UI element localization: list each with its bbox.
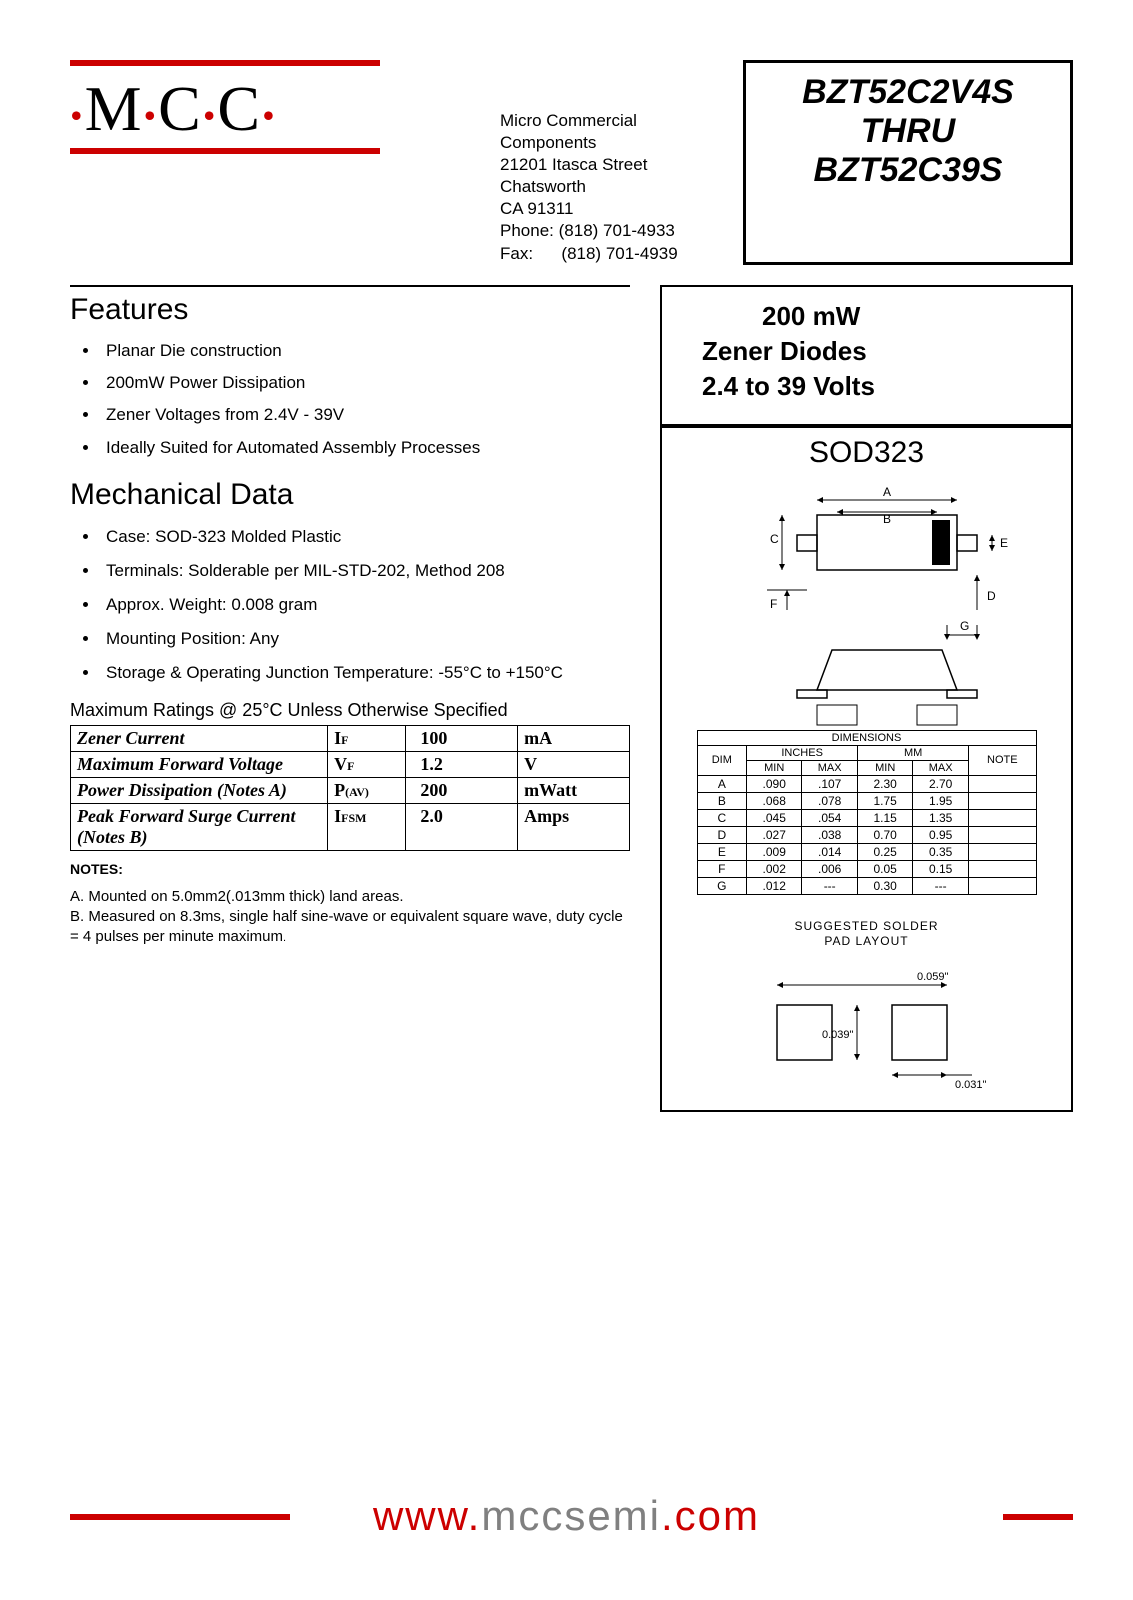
mech-item: Storage & Operating Junction Temperature… xyxy=(100,656,630,690)
mechdata-list: Case: SOD-323 Molded Plastic Terminals: … xyxy=(70,520,630,690)
mech-item: Mounting Position: Any xyxy=(100,622,630,656)
mech-item: Case: SOD-323 Molded Plastic xyxy=(100,520,630,554)
phone-label: Phone: xyxy=(500,221,554,240)
table-row: Peak Forward Surge Current (Notes B) IFS… xyxy=(71,803,630,850)
feature-item: Planar Die construction xyxy=(100,335,630,367)
svg-text:B: B xyxy=(882,512,890,526)
partnum-1: BZT52C2V4S xyxy=(762,73,1054,112)
feature-item: 200mW Power Dissipation xyxy=(100,367,630,399)
logo-c1: C xyxy=(158,73,203,144)
desc-line3: 2.4 to 39 Volts xyxy=(702,371,1051,402)
solder-pad-diagram: 0.059" 0.039" 0.031" xyxy=(727,950,1007,1090)
mech-item: Approx. Weight: 0.008 gram xyxy=(100,588,630,622)
table-row: G.012---0.30--- xyxy=(697,877,1036,894)
description-box: 200 mW Zener Diodes 2.4 to 39 Volts xyxy=(660,285,1073,426)
notes-heading: NOTES: xyxy=(70,861,630,877)
note-b: B. Measured on 8.3ms, single half sine-w… xyxy=(70,908,623,945)
package-side-diagram: G xyxy=(707,620,1027,730)
partnum-2: THRU xyxy=(762,112,1054,151)
phone: (818) 701-4933 xyxy=(559,221,675,240)
solder-title: SUGGESTED SOLDERPAD LAYOUT xyxy=(678,919,1055,950)
svg-text:A: A xyxy=(882,485,890,499)
partnum-3: BZT52C39S xyxy=(762,151,1054,190)
table-row: C.045.0541.151.35 xyxy=(697,809,1036,826)
footer-line-right xyxy=(1003,1514,1073,1520)
package-box: SOD323 A B C E F D xyxy=(660,426,1073,1112)
svg-text:0.031": 0.031" xyxy=(955,1079,987,1090)
table-row: D.027.0380.700.95 xyxy=(697,826,1036,843)
table-row: B.068.0781.751.95 xyxy=(697,792,1036,809)
ratings-table: Zener Current IF 100 mA Maximum Forward … xyxy=(70,725,630,851)
dimensions-table: DIMENSIONS DIM INCHES MM NOTE MIN MAX MI… xyxy=(697,730,1037,895)
svg-text:0.059": 0.059" xyxy=(917,971,949,983)
logo-m: M xyxy=(85,73,144,144)
fax-label: Fax: xyxy=(500,244,533,263)
notes-body: A. Mounted on 5.0mm2(.013mm thick) land … xyxy=(70,887,630,948)
street: 21201 Itasca Street Chatsworth xyxy=(500,154,713,198)
table-row: Power Dissipation (Notes A) P(AV) 200 mW… xyxy=(71,777,630,803)
svg-text:0.039": 0.039" xyxy=(822,1029,854,1041)
mechdata-heading: Mechanical Data xyxy=(70,478,630,512)
address-block: Micro Commercial Components 21201 Itasca… xyxy=(500,60,713,265)
feature-item: Ideally Suited for Automated Assembly Pr… xyxy=(100,432,630,464)
company: Micro Commercial Components xyxy=(500,110,713,154)
table-row: E.009.0140.250.35 xyxy=(697,843,1036,860)
mech-item: Terminals: Solderable per MIL-STD-202, M… xyxy=(100,554,630,588)
logo-c2: C xyxy=(217,73,262,144)
svg-text:C: C xyxy=(770,532,779,546)
package-top-diagram: A B C E F D xyxy=(707,480,1027,620)
svg-text:E: E xyxy=(1000,536,1008,550)
features-list: Planar Die construction 200mW Power Diss… xyxy=(70,335,630,464)
city: CA 91311 xyxy=(500,198,713,220)
table-row: Maximum Forward Voltage VF 1.2 V xyxy=(71,751,630,777)
desc-line1: 200 mW xyxy=(702,301,1051,332)
table-row: Zener Current IF 100 mA xyxy=(71,725,630,751)
desc-line2: Zener Diodes xyxy=(702,336,1051,367)
features-heading: Features xyxy=(70,293,630,327)
svg-text:G: G xyxy=(960,620,969,633)
ratings-caption: Maximum Ratings @ 25°C Unless Otherwise … xyxy=(70,700,630,721)
logo: •M•C•C• xyxy=(70,60,470,265)
part-number-box: BZT52C2V4S THRU BZT52C39S xyxy=(743,60,1073,265)
feature-item: Zener Voltages from 2.4V - 39V xyxy=(100,399,630,431)
table-row: A.090.1072.302.70 xyxy=(697,775,1036,792)
footer-url: www.mccsemi.com xyxy=(0,1492,1133,1540)
package-title: SOD323 xyxy=(678,436,1055,470)
table-row: F.002.0060.050.15 xyxy=(697,860,1036,877)
note-a: A. Mounted on 5.0mm2(.013mm thick) land … xyxy=(70,887,630,907)
svg-text:D: D xyxy=(987,589,996,603)
fax: (818) 701-4939 xyxy=(561,244,677,263)
svg-text:F: F xyxy=(770,597,777,611)
